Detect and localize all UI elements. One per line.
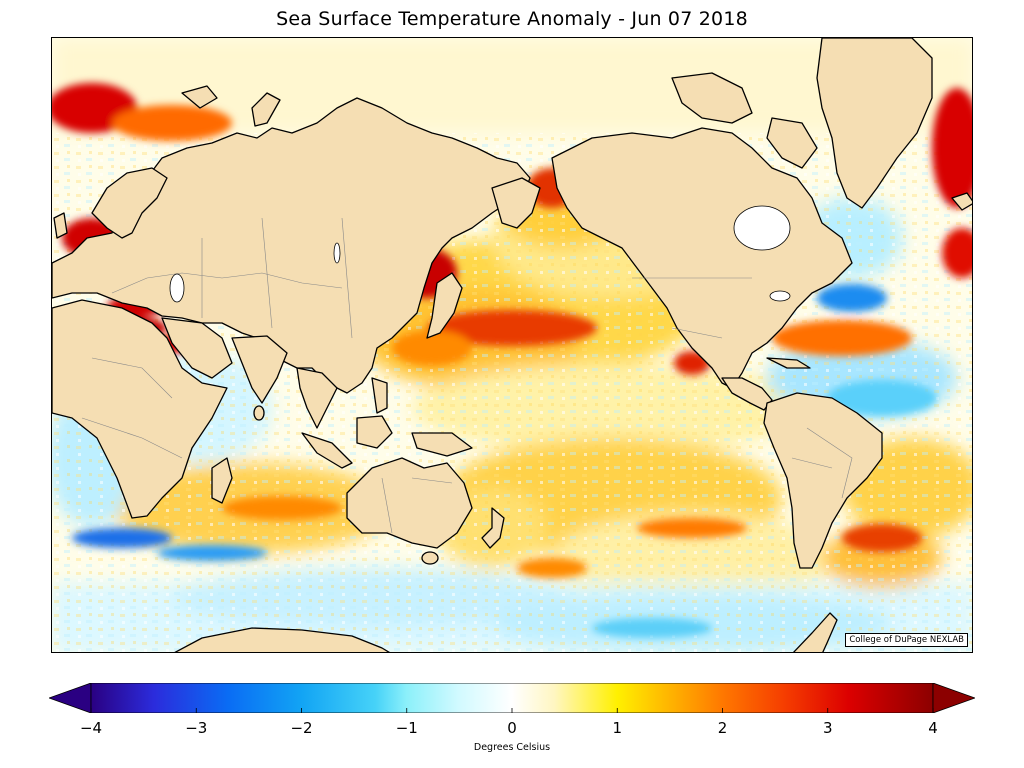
colorbar-tick-label: −2 — [290, 719, 313, 737]
landmass-africa — [52, 299, 228, 519]
lake-baikal — [333, 242, 341, 264]
caspian-sea — [169, 273, 185, 303]
landmass-madagascar — [211, 457, 233, 504]
landmass-sumatra — [301, 432, 353, 469]
colorbar-tick-label: 2 — [717, 719, 728, 737]
landmass-cuba — [766, 357, 811, 369]
landmass-new-guinea — [411, 432, 473, 457]
credit-label: College of DuPage NEXLAB — [845, 633, 968, 647]
figure-title: Sea Surface Temperature Anomaly - Jun 07… — [276, 8, 748, 30]
landmass-kamchatka — [491, 177, 541, 229]
landmass-australia — [346, 457, 473, 549]
colorbar-tick-label: −3 — [185, 719, 208, 737]
landmass-baffin-island — [766, 117, 818, 169]
landmass-arabia — [161, 317, 233, 379]
colorbar-tick-label: 4 — [928, 719, 938, 737]
landmass-south-america — [763, 392, 883, 569]
landmass-canadian-arctic — [671, 72, 753, 124]
landmass-north-america — [551, 127, 853, 389]
landmass-svalbard — [181, 85, 218, 109]
landmass-antarctica — [174, 627, 390, 652]
colorbar-tick-label: 0 — [507, 719, 517, 737]
colorbar — [49, 683, 975, 713]
colorbar-axis-label: Degrees Celsius — [473, 742, 551, 753]
landmass-eurasia — [52, 97, 531, 394]
map-canvas[interactable] — [52, 38, 973, 653]
landmass-iceland — [951, 192, 972, 211]
landmass-scandinavia — [91, 167, 168, 239]
landmass-novaya-zemlya — [251, 92, 281, 127]
lakes — [169, 205, 791, 303]
landmass-british-isles — [53, 212, 68, 239]
country-borders — [81, 217, 853, 534]
land-layer — [52, 38, 972, 652]
landmass-japan — [426, 272, 463, 339]
map-frame[interactable]: College of DuPage NEXLAB — [51, 37, 973, 653]
landmass-indochina — [296, 367, 338, 429]
colorbar-tick-marks — [90, 708, 934, 713]
landmass-india — [231, 335, 288, 404]
hudson-bay — [733, 205, 791, 251]
colorbar-tick-label: −1 — [395, 719, 418, 737]
colorbar-over-arrow — [932, 683, 975, 713]
landmass-antarctic-peninsula — [793, 612, 838, 652]
landmass-new-zealand — [481, 507, 505, 549]
landmass-sri-lanka — [253, 405, 265, 421]
colorbar-tick-label: 1 — [612, 719, 623, 737]
landmass-philippines — [371, 377, 388, 414]
colorbar-tick-label: −4 — [79, 719, 103, 737]
landmass-greenland — [816, 38, 933, 209]
landmass-tasmania — [421, 551, 439, 565]
colorbar-tick-label: 3 — [822, 719, 833, 737]
landmass-borneo — [356, 415, 393, 449]
great-lakes — [769, 290, 791, 302]
colorbar-under-arrow — [49, 683, 92, 713]
